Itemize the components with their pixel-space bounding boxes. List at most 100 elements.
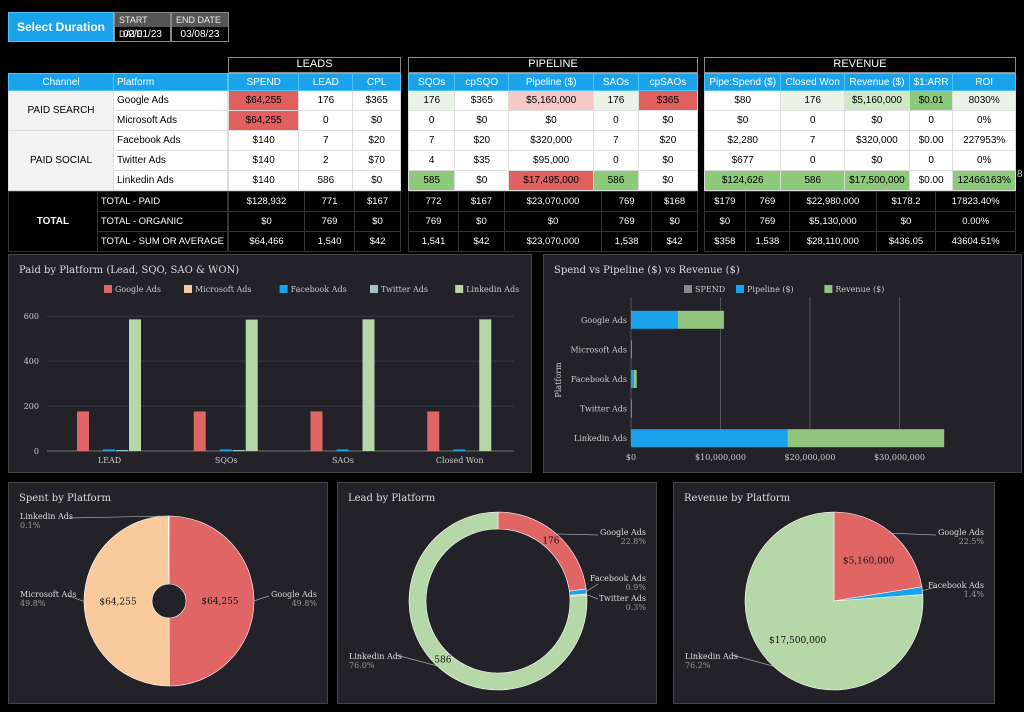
column-header: Revenue ($) (843, 73, 910, 91)
bar (77, 411, 89, 451)
y-tick-label: Google Ads (581, 316, 627, 325)
slice-name-label: Google Ads (271, 590, 317, 599)
start-date-field[interactable]: START DATE 02/01/23 (114, 12, 171, 42)
total-cell: 1,538 (744, 231, 791, 252)
slice-name-label: Linkedin Ads (20, 512, 73, 521)
total-cell: 1,540 (303, 231, 356, 252)
end-date-field[interactable]: END DATE 03/08/23 (171, 12, 229, 42)
data-cell: $140 (227, 170, 300, 191)
total-cell: $358 (704, 231, 746, 252)
chart-title: Lead by Platform (348, 493, 436, 504)
column-header: SQOs (407, 73, 456, 91)
data-cell: 7 (298, 130, 354, 151)
data-cell: $0.00 (908, 170, 954, 191)
data-cell: $0 (703, 110, 782, 131)
slice-value-label: 176 (542, 536, 559, 546)
slice-name-label: Facebook Ads (928, 581, 984, 590)
bar (453, 449, 466, 451)
total-cell: 0.00% (935, 211, 1016, 232)
select-duration-button[interactable]: Select Duration (8, 12, 114, 42)
data-cell: $365 (352, 90, 401, 111)
column-header: $1:ARR (908, 73, 954, 91)
pie-slice (408, 511, 588, 691)
bar-segment (633, 370, 637, 388)
chart-title: Spend vs Pipeline ($) vs Revenue ($) (554, 265, 740, 276)
slice-pct-label: 0.3% (626, 603, 647, 612)
total-cell: 17823.40% (935, 191, 1016, 212)
slice-pct-label: 0.1% (20, 521, 41, 530)
y-tick-label: Twitter Ads (580, 405, 627, 414)
platform-cell: Google Ads (113, 90, 228, 111)
data-cell: 0 (407, 110, 456, 131)
total-cell: $167 (354, 191, 401, 212)
leader-line (586, 594, 599, 600)
data-cell: $124,626 (703, 170, 782, 191)
pie-slice (497, 511, 587, 592)
data-cell: $80 (703, 90, 782, 111)
paid-by-platform-chart: Paid by Platform (Lead, SQO, SAO & WON) … (8, 254, 532, 473)
data-cell: $0 (454, 170, 510, 191)
total-cell: $167 (458, 191, 505, 212)
slice-name-label: Twitter Ads (599, 594, 646, 603)
data-cell: 2 (298, 150, 354, 171)
slice-pct-label: 22.5% (959, 537, 985, 546)
bar (116, 450, 128, 451)
data-cell: $5,160,000 (843, 90, 910, 111)
bar (193, 411, 206, 451)
total-cell: $42 (458, 231, 505, 252)
data-cell: $2,280 (703, 130, 782, 151)
data-cell: 0 (908, 150, 954, 171)
data-cell: $0.00 (908, 130, 954, 151)
data-cell: 586 (780, 170, 845, 191)
legend-label: Revenue ($) (835, 285, 884, 294)
group-total: TOTAL (8, 191, 98, 252)
end-date-label: END DATE (172, 13, 228, 27)
total-row-label: TOTAL - ORGANIC (96, 211, 229, 232)
column-header: SAOs (593, 73, 639, 91)
legend-swatch (279, 285, 288, 293)
pie-slice (744, 511, 924, 691)
chart-title: Paid by Platform (Lead, SQO, SAO & WON) (19, 265, 240, 276)
platform-cell: Twitter Ads (113, 150, 228, 171)
bar (362, 319, 375, 451)
bar (479, 319, 492, 451)
slice-name-label: Google Ads (938, 528, 984, 537)
x-tick-label: $20,000,000 (785, 453, 836, 462)
total-cell: $0 (354, 211, 401, 232)
total-cell: $0 (503, 211, 603, 232)
data-cell: $17,500,000 (843, 170, 910, 191)
column-header: SPEND (227, 73, 300, 91)
total-cell: $436.05 (875, 231, 937, 252)
column-header: Pipeline ($) (508, 73, 594, 91)
y-tick-label: 200 (24, 402, 39, 411)
total-cell: 769 (601, 211, 653, 232)
leader-line (68, 515, 169, 519)
bar-segment (631, 310, 678, 329)
total-cell: $5,130,000 (789, 211, 877, 232)
data-cell: $20 (352, 130, 401, 151)
column-header: Pipe:Spend ($) (703, 73, 782, 91)
channel-platform-table: Channel Platform PAID SEARCH Google Ads Mi… (8, 73, 229, 252)
data-cell: 0 (298, 110, 354, 131)
slice-pct-label: 76.2% (685, 661, 711, 670)
bar-segment (631, 399, 633, 418)
total-cell: 769 (601, 191, 653, 212)
spend-pipeline-revenue-svg: $0 $10,000,000 $20,000,000 $30,000,000 SPEND… (554, 285, 945, 462)
leader-line (922, 586, 937, 592)
total-cell: 769 (744, 211, 791, 232)
slice-pct-label: 0.9% (626, 583, 647, 592)
channel-header: Channel (8, 73, 114, 91)
column-header: cpSQO (454, 73, 510, 91)
pipeline-table: SQOs cpSQO Pipeline ($) SAOs cpSAOs 176 $365 $5… (407, 73, 699, 252)
data-cell: 176 (298, 90, 354, 111)
platform-cell: Linkedin Ads (113, 170, 228, 191)
column-header: cpSAOs (637, 73, 699, 91)
platform-cell: Microsoft Ads (113, 110, 228, 131)
data-cell: $0 (508, 110, 594, 131)
data-cell: $140 (227, 150, 300, 171)
end-date-value: 03/08/23 (180, 29, 220, 40)
slice-value-label: $17,500,000 (769, 636, 827, 646)
data-cell: $0 (352, 110, 401, 131)
chart-title: Spent by Platform (19, 493, 111, 504)
data-cell: $35 (454, 150, 510, 171)
